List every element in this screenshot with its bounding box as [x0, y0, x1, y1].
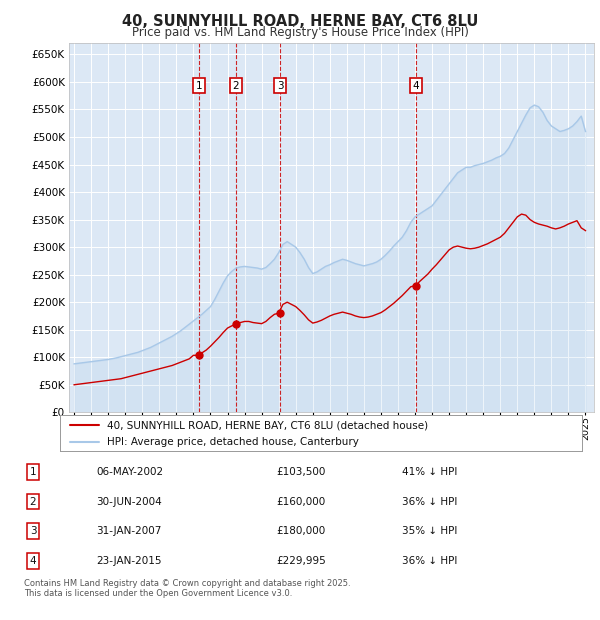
Text: 35% ↓ HPI: 35% ↓ HPI: [402, 526, 457, 536]
Text: £180,000: £180,000: [276, 526, 325, 536]
Text: 36% ↓ HPI: 36% ↓ HPI: [402, 556, 457, 566]
Text: 40, SUNNYHILL ROAD, HERNE BAY, CT6 8LU (detached house): 40, SUNNYHILL ROAD, HERNE BAY, CT6 8LU (…: [107, 420, 428, 430]
Text: HPI: Average price, detached house, Canterbury: HPI: Average price, detached house, Cant…: [107, 437, 359, 447]
Text: 4: 4: [413, 81, 419, 91]
Text: 2: 2: [29, 497, 37, 507]
Text: 40, SUNNYHILL ROAD, HERNE BAY, CT6 8LU: 40, SUNNYHILL ROAD, HERNE BAY, CT6 8LU: [122, 14, 478, 29]
Text: 31-JAN-2007: 31-JAN-2007: [96, 526, 161, 536]
Text: 41% ↓ HPI: 41% ↓ HPI: [402, 467, 457, 477]
Text: £160,000: £160,000: [276, 497, 325, 507]
Text: 06-MAY-2002: 06-MAY-2002: [96, 467, 163, 477]
Text: 23-JAN-2015: 23-JAN-2015: [96, 556, 161, 566]
Text: 3: 3: [29, 526, 37, 536]
Text: 36% ↓ HPI: 36% ↓ HPI: [402, 497, 457, 507]
Text: £229,995: £229,995: [276, 556, 326, 566]
Text: Price paid vs. HM Land Registry's House Price Index (HPI): Price paid vs. HM Land Registry's House …: [131, 26, 469, 39]
Text: Contains HM Land Registry data © Crown copyright and database right 2025.
This d: Contains HM Land Registry data © Crown c…: [24, 579, 350, 598]
Text: 30-JUN-2004: 30-JUN-2004: [96, 497, 162, 507]
Text: 3: 3: [277, 81, 283, 91]
Text: 1: 1: [29, 467, 37, 477]
Text: 2: 2: [233, 81, 239, 91]
Text: 4: 4: [29, 556, 37, 566]
Text: £103,500: £103,500: [276, 467, 325, 477]
Text: 1: 1: [196, 81, 203, 91]
